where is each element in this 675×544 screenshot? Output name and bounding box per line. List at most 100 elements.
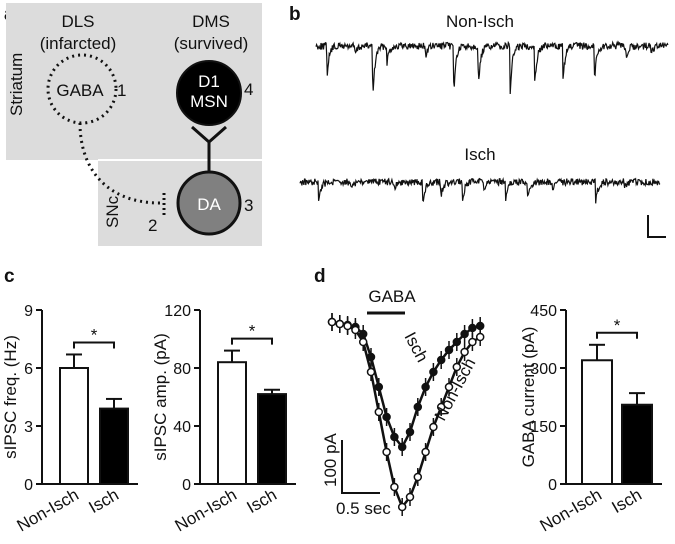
da-node-label: DA <box>197 195 221 214</box>
data-point <box>421 382 430 392</box>
bar <box>59 367 89 485</box>
data-point <box>429 367 438 377</box>
gaba-annotation: GABA <box>368 287 416 306</box>
series-label-isch: Isch <box>400 329 431 365</box>
dms-subtitle: (survived) <box>174 34 249 53</box>
data-point <box>452 362 462 372</box>
y-tick-label: 450 <box>530 303 557 320</box>
significance-star: * <box>249 322 256 341</box>
significance-star: * <box>614 316 621 335</box>
data-point <box>390 432 399 442</box>
dls-title: DLS <box>61 12 94 31</box>
data-point <box>405 427 415 437</box>
significance-bracket <box>596 331 638 339</box>
data-point <box>468 323 477 333</box>
data-point <box>390 482 399 492</box>
bar <box>257 393 287 486</box>
y-axis-label: GABA current (pA) <box>519 327 538 468</box>
significance-bracket <box>231 337 273 345</box>
d1-msn-neuron <box>176 60 242 126</box>
marker-1: 1 <box>117 81 126 100</box>
scalebar <box>341 440 380 494</box>
gaba-neuron-dotted <box>46 53 118 125</box>
y-tick-label: 3 <box>24 419 33 436</box>
bar <box>99 407 129 486</box>
data-point <box>335 319 345 329</box>
d1-label-line2: MSN <box>190 92 228 111</box>
data-point <box>366 367 376 377</box>
data-point <box>327 317 337 327</box>
category-label: Isch <box>243 485 280 517</box>
marker-2: 2 <box>148 216 157 235</box>
chart-gaba-current: 0 150 300 450 GABA current (pA) Non-Isch Isch * <box>519 303 662 535</box>
data-point <box>382 447 391 457</box>
panel-b: b Non-Isch Isch <box>289 4 669 238</box>
data-point <box>397 502 407 512</box>
y-tick-label: 6 <box>24 361 33 378</box>
panel-a: a Striatum SNc DLS (infarcted) DMS (surv… <box>4 3 262 246</box>
category-label: Non-Isch <box>537 485 605 535</box>
data-point <box>374 407 384 417</box>
y-tick-label: 0 <box>24 477 33 494</box>
data-point <box>421 447 430 457</box>
gaba-node-label: GABA <box>56 81 104 100</box>
data-point <box>444 382 454 392</box>
y-tick-label: 80 <box>173 361 191 378</box>
y-tick-label: 0 <box>548 477 557 494</box>
scalebar-x-label: 0.5 sec <box>336 499 391 518</box>
data-point <box>444 345 454 355</box>
data-point <box>436 355 446 365</box>
significance-star: * <box>91 325 98 344</box>
significance-bracket <box>73 341 115 349</box>
dms-title: DMS <box>192 12 230 31</box>
bar <box>581 359 613 485</box>
data-point <box>460 329 469 339</box>
striatum-label: Striatum <box>7 53 26 116</box>
panel-label-c: c <box>4 266 15 287</box>
da-neuron <box>176 170 242 236</box>
marker-3: 3 <box>244 196 253 215</box>
data-point <box>351 325 360 335</box>
data-point <box>397 442 407 452</box>
trace-label-isch: Isch <box>464 145 495 164</box>
y-tick-label: 120 <box>164 303 191 320</box>
marker-4: 4 <box>244 80 253 99</box>
scalebar-y-label: 100 pA <box>321 432 340 487</box>
trace-scalebar <box>647 215 666 238</box>
y-tick-label: 9 <box>24 303 33 320</box>
data-point <box>429 422 438 432</box>
y-tick-label: 0 <box>182 477 191 494</box>
category-label: Isch <box>608 485 645 517</box>
bar <box>621 403 653 486</box>
data-point <box>374 382 384 392</box>
y-tick-label: 300 <box>530 361 557 378</box>
data-point <box>343 321 352 331</box>
trace-isch <box>299 177 661 204</box>
d1-label-line1: D1 <box>198 72 220 91</box>
data-point <box>382 412 391 422</box>
data-point <box>436 402 446 412</box>
y-axis-label: sIPSC freq. (Hz) <box>1 335 20 459</box>
y-axis-label: sIPSC amp. (pA) <box>151 333 170 461</box>
data-point <box>358 337 368 347</box>
y-tick-label: 40 <box>173 419 191 436</box>
trace-nonisch <box>315 40 669 95</box>
y-tick-label: 150 <box>530 419 557 436</box>
bar <box>217 361 247 486</box>
category-label: Isch <box>85 485 122 517</box>
trace-label-nonisch: Non-Isch <box>446 12 514 31</box>
data-point <box>413 402 423 412</box>
series-line <box>331 320 481 510</box>
data-point <box>452 337 462 347</box>
data-point <box>413 472 423 482</box>
data-point <box>468 337 477 347</box>
dls-subtitle: (infarcted) <box>40 34 117 53</box>
panel-label-b: b <box>289 4 301 25</box>
data-point <box>475 332 485 342</box>
data-point <box>460 347 469 357</box>
panel-label-d: d <box>314 266 326 287</box>
